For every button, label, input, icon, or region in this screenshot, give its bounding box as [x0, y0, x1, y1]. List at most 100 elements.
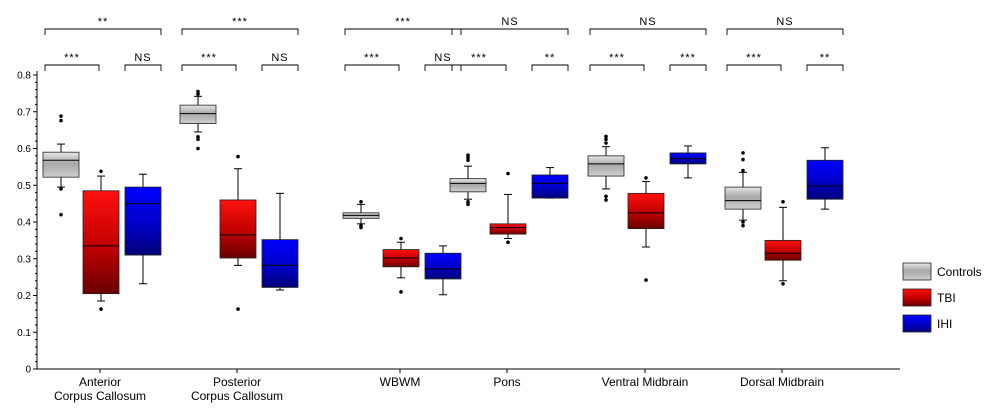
bracket-line	[124, 64, 162, 71]
significance-label: **	[820, 52, 831, 64]
bracket-line	[589, 64, 645, 71]
outlier-point	[359, 223, 363, 228]
outlier-point	[644, 176, 648, 180]
box-ihi	[124, 173, 162, 285]
bracket-line	[531, 64, 569, 71]
significance-label: ***	[364, 52, 380, 64]
outlier-point	[604, 134, 608, 139]
outlier-point	[604, 141, 608, 145]
bracket-tbi-ihi: NS	[424, 52, 462, 71]
outlier-point	[466, 202, 470, 207]
significance-label: ***	[746, 52, 762, 64]
y-tick-label: 0.3	[17, 254, 31, 265]
outlier-point	[506, 171, 510, 176]
outlier-point	[466, 158, 470, 163]
significance-label: ***	[232, 16, 248, 28]
significance-label: **	[98, 16, 109, 28]
bracket-line	[44, 28, 162, 35]
box-tbi	[764, 199, 802, 286]
box-iqr	[531, 174, 569, 199]
significance-label: ***	[395, 16, 411, 28]
bracket-line	[344, 64, 400, 71]
bracket-line	[344, 28, 462, 35]
category-label: Corpus Callosum	[191, 389, 283, 403]
outlier-point	[59, 187, 63, 191]
outlier-point	[604, 137, 608, 142]
outlier-point	[196, 92, 200, 96]
outlier-point	[781, 281, 785, 286]
significance-label: ***	[609, 52, 625, 64]
box-controls	[587, 134, 625, 202]
bracket-controls-tbi: ***	[181, 52, 237, 71]
y-tick-label: 0.5	[17, 181, 31, 192]
significance-label: NS	[501, 16, 518, 28]
legend-swatch	[902, 288, 932, 307]
box-iqr	[42, 151, 80, 178]
bracket-line	[451, 64, 507, 71]
y-tick-label: 0.2	[17, 291, 31, 302]
significance-label: NS	[776, 16, 793, 28]
box-series	[42, 89, 844, 311]
bracket-line	[181, 28, 299, 35]
category-label: Anterior	[79, 375, 121, 389]
box-controls	[42, 114, 80, 217]
outlier-point	[59, 118, 63, 123]
outlier-point	[236, 307, 240, 311]
category-label: Ventral Midbrain	[602, 375, 689, 389]
y-tick-label: 0	[25, 365, 31, 376]
box-iqr	[806, 159, 844, 200]
axes: 00.10.20.30.40.50.60.70.8AnteriorCorpus …	[17, 71, 900, 403]
box-iqr	[124, 186, 162, 256]
significance-label: NS	[639, 16, 656, 28]
box-tbi	[82, 169, 120, 311]
outlier-point	[59, 114, 63, 118]
legend-swatch	[902, 262, 932, 281]
legend-label: TBI	[937, 291, 956, 305]
box-iqr	[489, 223, 527, 235]
bracket-line	[726, 64, 782, 71]
bracket-tbi-ihi: NS	[261, 52, 299, 71]
box-controls	[724, 151, 762, 228]
box-controls	[342, 199, 380, 230]
outlier-point	[196, 134, 200, 139]
outlier-point	[741, 223, 745, 228]
box-ihi	[669, 145, 707, 179]
bracket-tbi-ihi: ***	[669, 52, 707, 71]
outlier-point	[466, 155, 470, 160]
significance-label: NS	[271, 52, 288, 64]
outlier-point	[196, 146, 200, 151]
bracket-controls-tbi: ***	[451, 52, 507, 71]
significance-label: ***	[64, 52, 80, 64]
bracket-line	[806, 64, 844, 71]
significance-label: ***	[680, 52, 696, 64]
y-tick-label: 0.1	[17, 328, 31, 339]
y-tick-label: 0.4	[17, 218, 31, 229]
outlier-point	[741, 220, 745, 224]
box-controls	[179, 89, 217, 151]
box-tbi	[219, 154, 257, 311]
box-ihi	[424, 245, 462, 296]
bracket-controls-tbi: ***	[344, 52, 400, 71]
bracket-controls-ihi: ***	[181, 16, 299, 35]
outlier-point	[741, 151, 745, 155]
bracket-controls-ihi: NS	[451, 16, 569, 35]
outlier-point	[604, 194, 608, 199]
significance-label: NS	[434, 52, 451, 64]
box-iqr	[764, 239, 802, 261]
bracket-line	[424, 64, 462, 71]
bracket-controls-ihi: NS	[726, 16, 844, 35]
outlier-point	[399, 236, 403, 241]
outlier-point	[741, 168, 745, 173]
significance-label: **	[545, 52, 556, 64]
category-label: Pons	[493, 375, 520, 389]
category-label: Dorsal Midbrain	[740, 375, 824, 389]
bracket-line	[451, 28, 569, 35]
box-tbi	[627, 176, 665, 282]
box-iqr	[219, 199, 257, 259]
box-iqr	[627, 192, 665, 230]
legend-label: Controls	[937, 265, 982, 279]
box-ihi	[531, 167, 569, 199]
bracket-line	[589, 28, 707, 35]
bracket-controls-ihi: **	[44, 16, 162, 35]
